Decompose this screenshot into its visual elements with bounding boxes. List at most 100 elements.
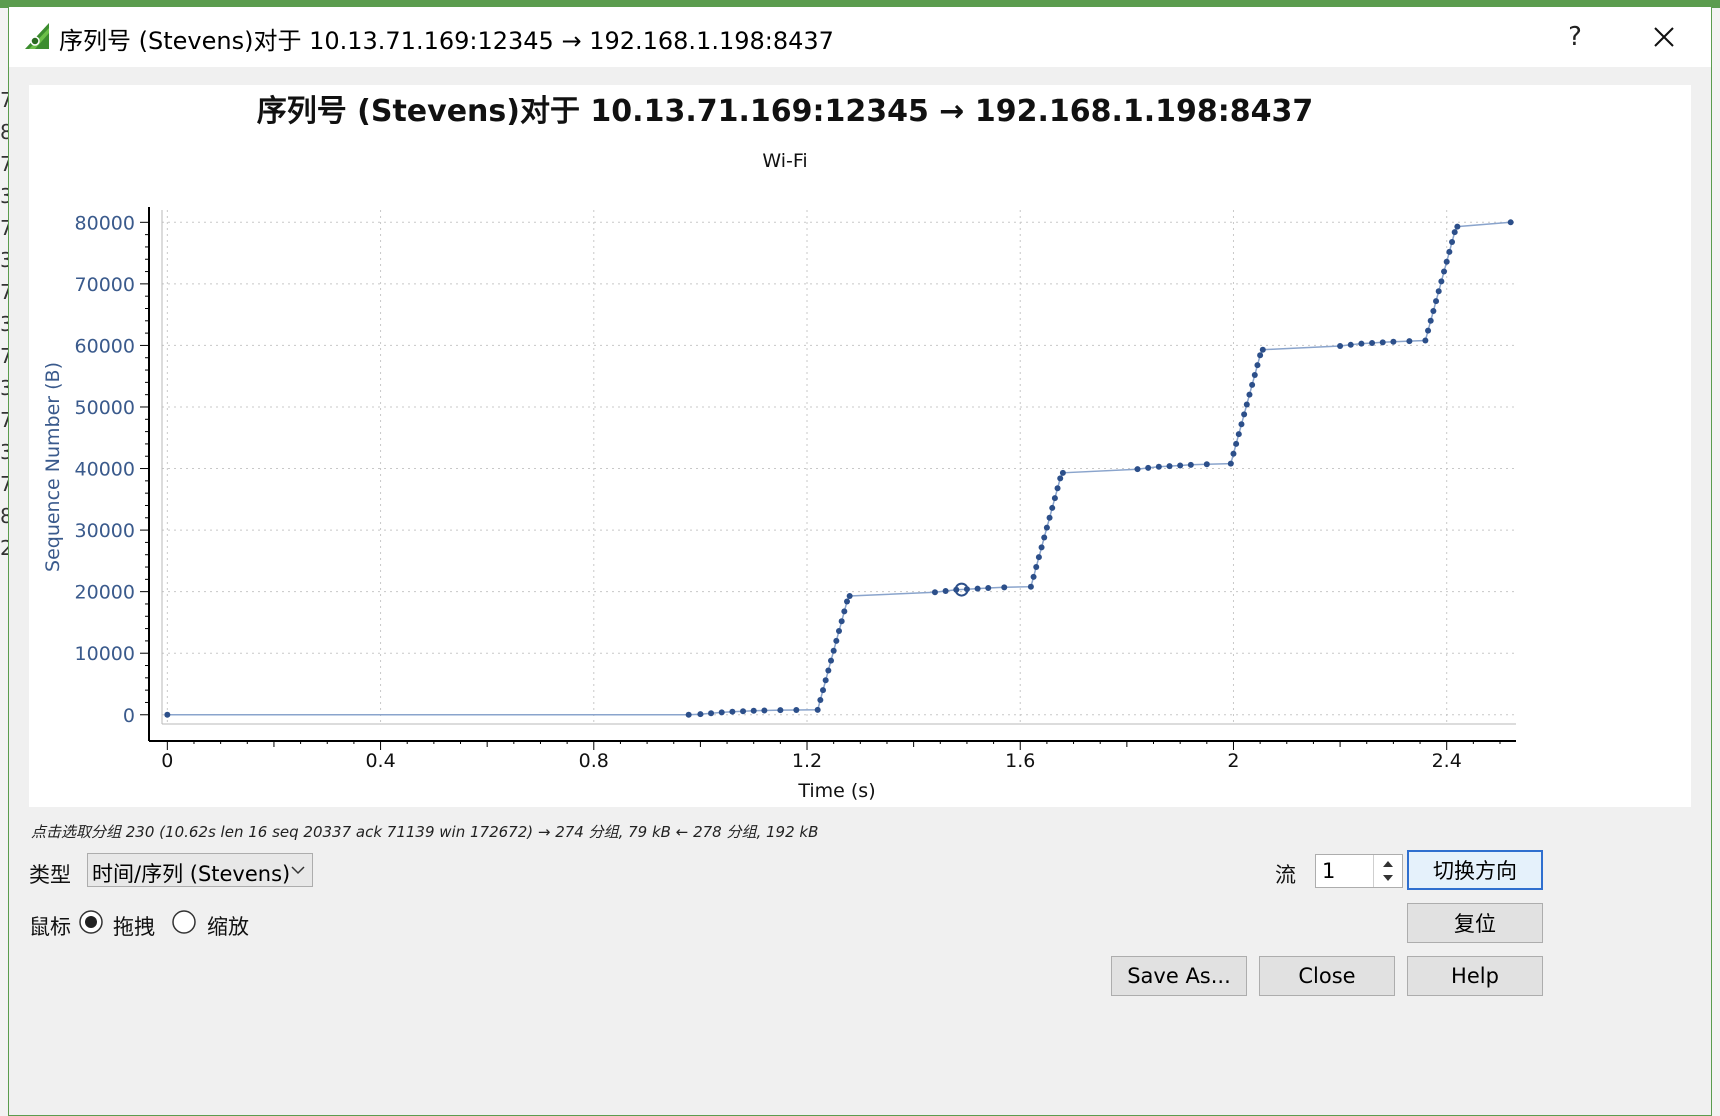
data-point [817, 696, 824, 703]
data-point [750, 707, 757, 714]
radio-drag-label[interactable]: 拖拽 [113, 915, 155, 939]
data-point [1425, 327, 1432, 334]
radio-drag[interactable] [79, 910, 103, 934]
plot-area[interactable]: 序列号 (Stevens)对于 10.13.71.169:12345 → 192… [29, 85, 1691, 807]
data-point [1233, 440, 1240, 447]
data-point [1046, 514, 1053, 521]
data-point [825, 667, 832, 674]
data-point [1406, 338, 1413, 345]
data-point [1358, 340, 1365, 347]
data-point [1254, 362, 1261, 369]
graph-type-value: 时间/序列 (Stevens) [92, 862, 291, 886]
title-bar[interactable]: 序列号 (Stevens)对于 10.13.71.169:12345 → 192… [9, 7, 1711, 67]
data-point [1230, 450, 1237, 457]
y-tick-label: 60000 [75, 335, 135, 357]
data-point [838, 618, 845, 625]
graph-type-select[interactable]: 时间/序列 (Stevens) [87, 853, 313, 887]
data-point [820, 687, 827, 694]
data-point [846, 592, 853, 599]
background-window-strip [0, 0, 1720, 8]
data-point [164, 711, 171, 718]
data-point [1443, 258, 1450, 265]
stream-spinbox[interactable]: 1 [1315, 854, 1403, 888]
data-point [1433, 298, 1440, 305]
data-point [1337, 343, 1344, 350]
help-question-button[interactable]: ? [1568, 22, 1582, 52]
spin-arrows-icon[interactable] [1373, 855, 1402, 887]
data-point [1379, 339, 1386, 346]
chevron-down-icon [291, 866, 305, 875]
background-glyph: 3 [0, 250, 8, 270]
data-point [1243, 401, 1250, 408]
save-as-button[interactable]: Save As... [1111, 956, 1247, 996]
help-button[interactable]: Help [1407, 956, 1543, 996]
data-point [985, 584, 992, 591]
data-point [1049, 504, 1056, 511]
data-point [843, 598, 850, 605]
background-glyph: 3 [0, 378, 8, 398]
stream-label: 流 [1275, 863, 1296, 887]
data-point [1134, 466, 1141, 473]
data-point [931, 589, 938, 596]
data-point [1001, 584, 1008, 591]
data-point [761, 707, 768, 714]
data-point [1155, 463, 1162, 470]
data-point [1249, 381, 1256, 388]
data-point [1347, 341, 1354, 348]
reset-button[interactable]: 复位 [1407, 903, 1543, 943]
tcp-stream-graph-dialog: 序列号 (Stevens)对于 10.13.71.169:12345 → 192… [8, 6, 1712, 1116]
background-window-right-edge [1712, 8, 1720, 1116]
x-tick-label: 0.8 [579, 750, 609, 772]
x-tick-label: 2 [1227, 750, 1239, 772]
x-tick-label: 2.4 [1432, 750, 1462, 772]
data-point [1059, 469, 1066, 476]
data-point [1054, 485, 1061, 492]
radio-zoom[interactable] [172, 910, 196, 934]
background-glyph: 3 [0, 442, 8, 462]
chart-subtitle: Wi-Fi [762, 150, 807, 172]
stream-value: 1 [1322, 859, 1336, 883]
data-point [1145, 464, 1152, 471]
data-point [1427, 317, 1434, 324]
data-point [830, 647, 837, 654]
data-point [685, 711, 692, 718]
data-point [1246, 391, 1253, 398]
type-label: 类型 [29, 863, 71, 887]
y-tick-label: 80000 [75, 212, 135, 234]
x-axis-label: Time (s) [797, 780, 875, 802]
data-point [1043, 524, 1050, 531]
close-button[interactable]: Close [1259, 956, 1395, 996]
background-glyph: 3 [0, 314, 8, 334]
data-point [1430, 307, 1437, 314]
y-tick-label: 10000 [75, 643, 135, 665]
sequence-chart[interactable]: 序列号 (Stevens)对于 10.13.71.169:12345 → 192… [29, 85, 1691, 807]
y-tick-label: 20000 [75, 582, 135, 604]
y-axis-label: Sequence Number (B) [42, 362, 64, 572]
data-point [1369, 339, 1376, 346]
window-title: 序列号 (Stevens)对于 10.13.71.169:12345 → 192… [59, 27, 834, 55]
background-glyph: 7 [0, 282, 8, 302]
chart-title: 序列号 (Stevens)对于 10.13.71.169:12345 → 192… [257, 94, 1314, 129]
data-point [793, 706, 800, 713]
switch-direction-button[interactable]: 切换方向 [1407, 850, 1543, 890]
data-point [1422, 337, 1429, 344]
data-point [1451, 229, 1458, 236]
data-point [1449, 239, 1456, 246]
y-tick-label: 0 [123, 705, 135, 727]
data-point [1177, 462, 1184, 469]
background-glyph: 7 [0, 154, 8, 174]
data-point [1438, 278, 1445, 285]
data-point [1166, 463, 1173, 470]
data-point [841, 608, 848, 615]
data-point [1227, 460, 1234, 467]
data-point [1257, 352, 1264, 359]
y-tick-label: 50000 [75, 397, 135, 419]
data-point [1027, 583, 1034, 590]
y-tick-label: 70000 [75, 274, 135, 296]
data-point [1235, 431, 1242, 438]
data-point [1033, 564, 1040, 571]
data-point [1187, 461, 1194, 468]
radio-zoom-label[interactable]: 缩放 [207, 915, 249, 939]
data-point [1435, 288, 1442, 295]
close-icon[interactable] [1639, 13, 1689, 61]
